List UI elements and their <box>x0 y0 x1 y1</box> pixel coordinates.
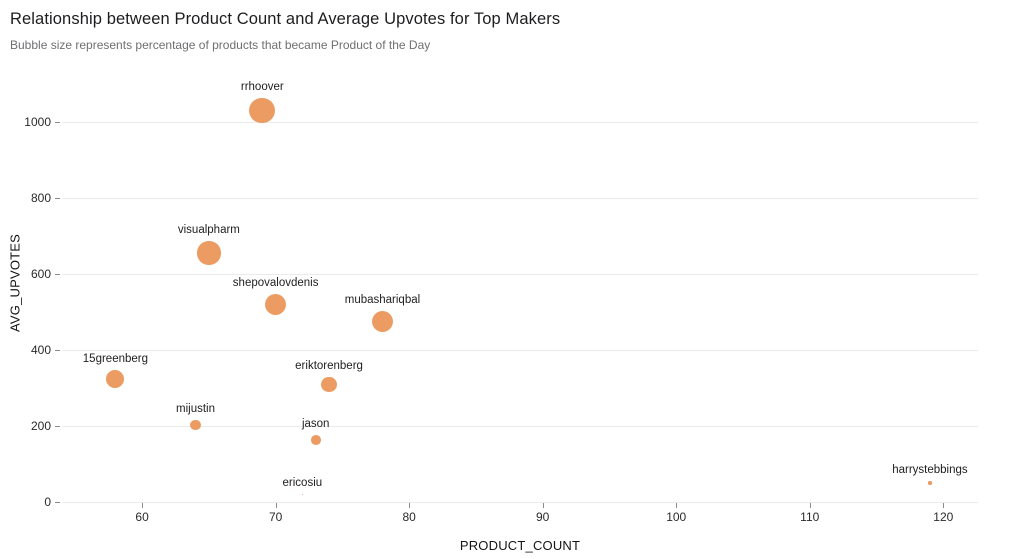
point-label-eriktorenberg: eriktorenberg <box>295 359 363 372</box>
x-tick-label-70: 70 <box>268 510 283 524</box>
x-tick-label-90: 90 <box>536 510 550 524</box>
bubble-mijustin[interactable] <box>190 419 201 431</box>
gridline-y-0 <box>62 502 978 503</box>
bubble-rrhoover[interactable] <box>249 97 276 124</box>
y-tick-mark-800 <box>55 198 60 199</box>
x-tick-mark-110 <box>809 503 811 508</box>
x-tick-mark-90 <box>542 503 544 508</box>
y-tick-mark-200 <box>55 426 60 427</box>
x-tick-label-110: 110 <box>800 510 820 524</box>
bubble-harrystebbings[interactable] <box>928 481 932 485</box>
gridline-y-400 <box>62 350 978 351</box>
point-label-jason: jason <box>301 418 330 431</box>
bubble-mubashariqbal[interactable] <box>371 310 394 333</box>
y-tick-mark-400 <box>55 350 60 351</box>
bubble-eriktorenberg[interactable] <box>321 376 337 392</box>
x-axis-title: PRODUCT_COUNT <box>459 538 581 553</box>
x-tick-label-60: 60 <box>135 510 149 524</box>
x-tick-mark-100 <box>676 503 678 508</box>
y-tick-label-400: 400 <box>30 343 51 357</box>
bubble-ericosiu[interactable] <box>301 493 303 495</box>
point-label-mubashariqbal: mubashariqbal <box>344 293 421 306</box>
y-axis-title: AVG_UPVOTES <box>7 233 23 333</box>
chart-subtitle: Bubble size represents percentage of pro… <box>10 38 431 52</box>
x-tick-label-80: 80 <box>402 510 416 524</box>
x-tick-mark-80 <box>409 503 411 508</box>
y-tick-label-1000: 1000 <box>24 115 51 129</box>
gridline-y-600 <box>62 274 978 275</box>
chart-title: Relationship between Product Count and A… <box>10 10 561 28</box>
y-tick-label-600: 600 <box>30 267 51 281</box>
point-label-shepovalovdenis: shepovalovdenis <box>232 276 319 289</box>
y-tick-mark-0 <box>55 502 60 503</box>
y-tick-label-200: 200 <box>30 419 51 433</box>
point-label-mijustin: mijustin <box>176 402 216 415</box>
point-label-ericosiu: ericosiu <box>282 476 323 489</box>
x-tick-mark-70 <box>275 503 277 508</box>
bubble-jason[interactable] <box>310 435 321 445</box>
bubble-15greenberg[interactable] <box>106 369 125 388</box>
x-tick-mark-60 <box>142 503 144 508</box>
point-label-rrhoover: rrhoover <box>240 80 284 93</box>
bubble-shepovalovdenis[interactable] <box>265 293 287 315</box>
x-tick-mark-120 <box>943 503 945 508</box>
point-label-15greenberg: 15greenberg <box>82 352 149 365</box>
y-tick-label-0: 0 <box>44 495 51 509</box>
y-tick-label-800: 800 <box>30 191 51 205</box>
y-tick-mark-600 <box>55 274 60 275</box>
x-tick-label-120: 120 <box>933 510 954 524</box>
bubble-visualpharm[interactable] <box>197 241 221 265</box>
y-tick-mark-1000 <box>55 122 60 123</box>
gridline-y-1000 <box>62 122 978 123</box>
gridline-y-200 <box>62 426 978 427</box>
gridline-y-800 <box>62 198 978 199</box>
point-label-visualpharm: visualpharm <box>177 224 240 237</box>
x-tick-label-100: 100 <box>666 510 687 524</box>
point-label-harrystebbings: harrystebbings <box>892 464 968 477</box>
